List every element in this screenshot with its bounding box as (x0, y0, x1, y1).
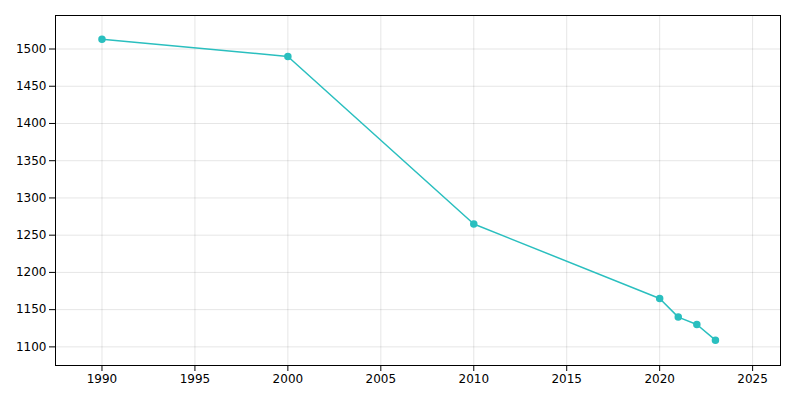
svg-text:2025: 2025 (737, 372, 768, 386)
svg-text:1500: 1500 (16, 42, 47, 56)
svg-text:2005: 2005 (366, 372, 397, 386)
svg-text:1300: 1300 (16, 191, 47, 205)
svg-text:1450: 1450 (16, 79, 47, 93)
svg-text:2010: 2010 (458, 372, 489, 386)
svg-text:1350: 1350 (16, 154, 47, 168)
svg-text:1990: 1990 (87, 372, 118, 386)
svg-text:1100: 1100 (16, 340, 47, 354)
svg-text:1995: 1995 (180, 372, 211, 386)
svg-text:2000: 2000 (273, 372, 304, 386)
svg-text:2020: 2020 (644, 372, 675, 386)
svg-text:2015: 2015 (551, 372, 582, 386)
svg-text:1400: 1400 (16, 116, 47, 130)
svg-text:1200: 1200 (16, 265, 47, 279)
svg-text:1150: 1150 (16, 302, 47, 316)
svg-text:1250: 1250 (16, 228, 47, 242)
